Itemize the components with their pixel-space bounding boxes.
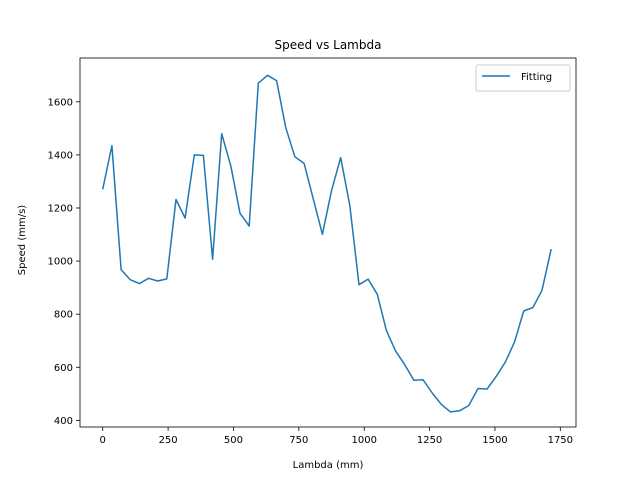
plot-area: [79, 57, 577, 428]
legend-label-fitting: Fitting: [521, 72, 552, 83]
series-line-fitting: [101, 74, 552, 413]
x-axis: 0 250 500 750 1000 1250 1500 1750: [100, 427, 573, 446]
x-tick-label: 0: [100, 435, 106, 446]
y-tick-label: 600: [54, 363, 73, 374]
plot-frame: [79, 57, 577, 428]
y-axis: 400 600 800 1000 1200 1400 1600: [48, 97, 80, 427]
chart-title: Speed vs Lambda: [275, 38, 382, 52]
y-tick-label: 1200: [48, 203, 73, 214]
y-tick-label: 1600: [48, 97, 73, 108]
x-tick-label: 1250: [417, 435, 442, 446]
y-tick-label: 1000: [48, 257, 73, 268]
y-axis-label: Speed (mm/s): [17, 205, 28, 275]
x-tick-label: 1000: [351, 435, 376, 446]
x-tick-label: 1500: [482, 435, 507, 446]
y-tick-label: 1400: [48, 150, 73, 161]
x-tick-label: 1750: [548, 435, 573, 446]
y-tick-label: 400: [54, 416, 73, 427]
x-axis-label: Lambda (mm): [293, 460, 364, 471]
y-tick-label: 800: [54, 310, 73, 321]
x-tick-label: 250: [159, 435, 178, 446]
legend: Fitting: [475, 64, 571, 92]
series-layer: [101, 74, 552, 413]
x-tick-label: 500: [224, 435, 243, 446]
x-tick-label: 750: [289, 435, 308, 446]
legend-frame: [475, 64, 571, 92]
